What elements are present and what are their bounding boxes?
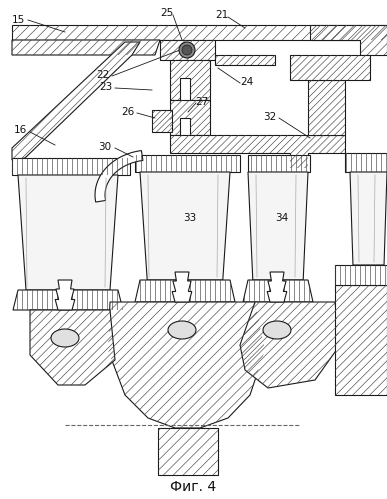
Text: 21: 21 (216, 10, 229, 20)
Polygon shape (12, 158, 130, 175)
Polygon shape (135, 155, 240, 172)
Polygon shape (13, 290, 123, 310)
Polygon shape (135, 280, 235, 302)
Polygon shape (290, 55, 370, 80)
Text: 33: 33 (183, 213, 197, 223)
Polygon shape (243, 280, 313, 302)
Polygon shape (152, 110, 172, 132)
Polygon shape (170, 100, 210, 135)
Polygon shape (290, 55, 370, 80)
Polygon shape (215, 55, 275, 65)
Polygon shape (13, 290, 123, 310)
Polygon shape (170, 60, 210, 100)
Polygon shape (308, 80, 345, 135)
Polygon shape (335, 285, 387, 395)
Polygon shape (267, 272, 287, 302)
Text: 30: 30 (98, 142, 111, 152)
Text: 15: 15 (11, 15, 25, 25)
Polygon shape (12, 40, 160, 55)
Polygon shape (310, 25, 387, 55)
Polygon shape (12, 25, 387, 40)
Circle shape (182, 45, 192, 55)
Text: 34: 34 (276, 213, 289, 223)
Polygon shape (12, 40, 160, 55)
Polygon shape (215, 55, 275, 65)
Polygon shape (108, 302, 265, 428)
Polygon shape (108, 302, 265, 428)
Text: 27: 27 (195, 97, 209, 107)
Polygon shape (240, 302, 340, 388)
Polygon shape (158, 428, 218, 475)
Polygon shape (345, 153, 387, 172)
Polygon shape (345, 153, 387, 172)
Polygon shape (30, 310, 115, 385)
Polygon shape (172, 272, 192, 302)
Polygon shape (18, 175, 118, 290)
Ellipse shape (51, 329, 79, 347)
Polygon shape (55, 280, 75, 310)
Polygon shape (12, 158, 130, 175)
Polygon shape (248, 172, 308, 280)
Polygon shape (135, 280, 235, 302)
Text: 22: 22 (96, 70, 110, 80)
Polygon shape (248, 155, 310, 172)
Polygon shape (248, 155, 310, 172)
Polygon shape (30, 310, 115, 385)
Polygon shape (135, 155, 240, 172)
Circle shape (179, 42, 195, 58)
Polygon shape (160, 40, 215, 60)
Text: 24: 24 (240, 77, 253, 87)
Text: 16: 16 (14, 125, 27, 135)
Text: 25: 25 (160, 8, 174, 18)
Polygon shape (170, 135, 345, 168)
Polygon shape (95, 151, 143, 202)
Polygon shape (170, 135, 345, 168)
Ellipse shape (263, 321, 291, 339)
Polygon shape (158, 428, 218, 475)
Text: Фиг. 4: Фиг. 4 (170, 480, 217, 494)
Text: 23: 23 (99, 82, 113, 92)
Polygon shape (310, 25, 387, 55)
Polygon shape (243, 280, 313, 302)
Polygon shape (308, 80, 345, 135)
Polygon shape (170, 100, 210, 135)
Polygon shape (12, 42, 140, 160)
Polygon shape (170, 60, 210, 100)
Polygon shape (12, 25, 387, 40)
Polygon shape (335, 285, 387, 395)
Polygon shape (240, 302, 340, 388)
Polygon shape (12, 42, 140, 160)
Polygon shape (140, 172, 230, 280)
Polygon shape (160, 40, 215, 60)
Text: 32: 32 (264, 112, 277, 122)
Ellipse shape (168, 321, 196, 339)
Polygon shape (335, 265, 387, 285)
Polygon shape (152, 110, 172, 132)
Text: 26: 26 (122, 107, 135, 117)
Polygon shape (335, 265, 387, 285)
Polygon shape (350, 172, 387, 265)
